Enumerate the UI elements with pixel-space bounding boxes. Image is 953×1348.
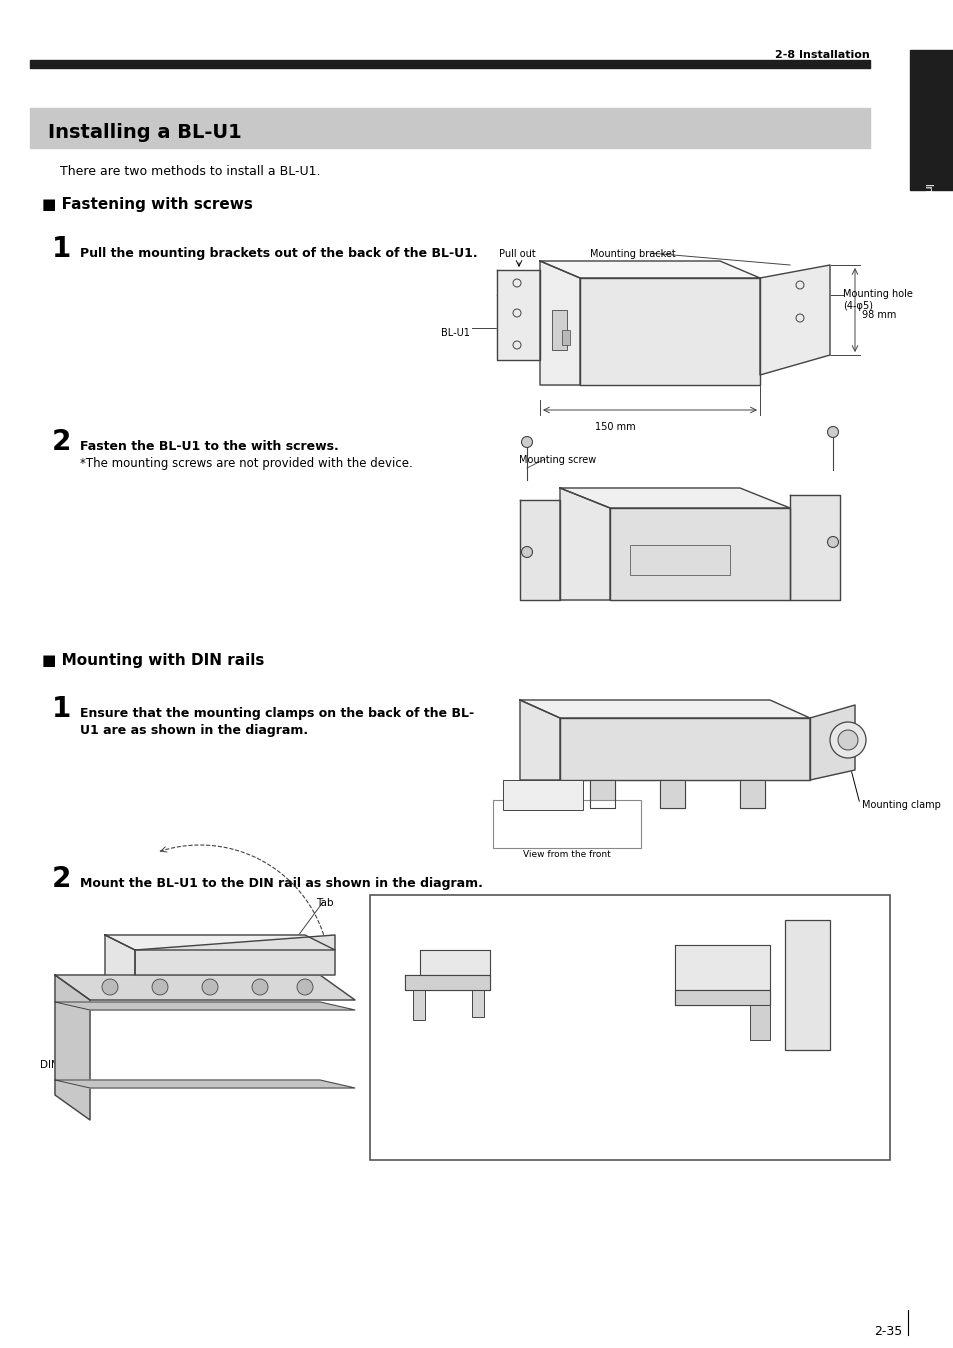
Circle shape: [829, 723, 865, 758]
Polygon shape: [135, 936, 335, 975]
Text: Pull out: Pull out: [498, 249, 536, 259]
Text: Mounting clamp: Mounting clamp: [862, 799, 940, 810]
Bar: [30, 108, 869, 148]
Polygon shape: [519, 500, 559, 600]
Circle shape: [826, 426, 838, 438]
Text: 1: 1: [52, 696, 71, 723]
Text: (1) Hook: (1) Hook: [379, 919, 427, 930]
Text: 150 mm: 150 mm: [595, 422, 635, 431]
Bar: [472, 989, 483, 1016]
Text: Fasten the BL-U1 to the with screws.: Fasten the BL-U1 to the with screws.: [80, 439, 338, 453]
Circle shape: [152, 979, 168, 995]
Circle shape: [102, 979, 118, 995]
Text: Mounting
clamp: Mounting clamp: [780, 954, 825, 976]
Polygon shape: [659, 780, 684, 807]
Polygon shape: [105, 936, 135, 975]
Text: View from the front: View from the front: [522, 851, 610, 859]
Bar: [413, 989, 424, 1020]
Polygon shape: [539, 262, 579, 386]
Circle shape: [826, 537, 838, 547]
Text: DIN rail: DIN rail: [379, 1010, 416, 1020]
Text: 98 mm: 98 mm: [862, 310, 896, 319]
Polygon shape: [55, 1080, 355, 1088]
Polygon shape: [760, 266, 829, 375]
Polygon shape: [559, 488, 609, 600]
Text: BL-U1: BL-U1: [440, 328, 470, 338]
Text: DIN rail: DIN rail: [40, 1060, 79, 1070]
Circle shape: [296, 979, 313, 995]
Text: ■ Fastening with screws: ■ Fastening with screws: [42, 197, 253, 212]
Polygon shape: [740, 780, 764, 807]
Polygon shape: [675, 989, 769, 1006]
Text: (2) Press: (2) Press: [399, 1099, 448, 1108]
Polygon shape: [675, 945, 769, 989]
Polygon shape: [55, 975, 355, 1000]
Polygon shape: [579, 278, 760, 386]
Text: Mounting hole: Mounting hole: [842, 288, 912, 299]
Text: Protrusion: Protrusion: [430, 1068, 479, 1078]
Text: 1: 1: [52, 235, 71, 263]
Text: Ensure that the mounting clamps on the back of the BL-: Ensure that the mounting clamps on the b…: [80, 706, 474, 720]
Bar: [909, 50, 953, 190]
Polygon shape: [539, 262, 760, 278]
Polygon shape: [419, 950, 490, 975]
Circle shape: [837, 731, 857, 749]
Polygon shape: [809, 705, 854, 780]
Text: Pull the mounting brackets out of the back of the BL-U1.: Pull the mounting brackets out of the ba…: [80, 247, 477, 260]
Polygon shape: [589, 780, 615, 807]
Text: KEYENCE: KEYENCE: [659, 565, 691, 572]
Circle shape: [252, 979, 268, 995]
Polygon shape: [609, 508, 789, 600]
Text: Installation: Installation: [921, 185, 931, 245]
Bar: [502, 780, 582, 810]
Bar: [784, 919, 829, 1050]
Circle shape: [521, 437, 532, 448]
Polygon shape: [497, 270, 539, 360]
Text: ■ Mounting with DIN rails: ■ Mounting with DIN rails: [42, 652, 264, 669]
Text: 2: 2: [920, 158, 943, 191]
Polygon shape: [559, 488, 789, 508]
Circle shape: [521, 546, 532, 558]
Text: 2: 2: [52, 865, 71, 892]
Text: Mounting on the DIN rail: Mounting on the DIN rail: [377, 900, 514, 911]
Bar: [561, 330, 569, 345]
Bar: [749, 1006, 769, 1041]
Polygon shape: [55, 975, 90, 1120]
Text: There are two methods to install a BL-U1.: There are two methods to install a BL-U1…: [60, 164, 320, 178]
Text: Tab: Tab: [315, 898, 334, 909]
Circle shape: [202, 979, 218, 995]
Text: *The mounting screws are not provided with the device.: *The mounting screws are not provided wi…: [80, 457, 413, 470]
Text: (4-φ5): (4-φ5): [842, 301, 872, 311]
Text: Mounting screw: Mounting screw: [518, 456, 596, 465]
Text: Mount the BL-U1 to the DIN rail as shown in the diagram.: Mount the BL-U1 to the DIN rail as shown…: [80, 878, 482, 890]
Text: Mounting bracket: Mounting bracket: [589, 249, 675, 259]
Text: 2-35: 2-35: [873, 1325, 901, 1339]
Polygon shape: [105, 936, 335, 950]
Bar: [629, 545, 729, 576]
Polygon shape: [519, 700, 559, 780]
Bar: [30, 61, 869, 67]
Polygon shape: [789, 495, 840, 600]
Polygon shape: [559, 718, 809, 780]
Text: 2-8 Installation: 2-8 Installation: [775, 50, 869, 61]
Text: 2: 2: [52, 429, 71, 456]
Polygon shape: [55, 1002, 355, 1010]
Bar: [370, 895, 889, 1161]
Polygon shape: [519, 700, 809, 718]
Polygon shape: [405, 975, 490, 989]
Bar: [552, 310, 566, 350]
Text: Installing a BL-U1: Installing a BL-U1: [48, 123, 241, 142]
Bar: [493, 799, 640, 848]
Text: U1 are as shown in the diagram.: U1 are as shown in the diagram.: [80, 724, 308, 737]
